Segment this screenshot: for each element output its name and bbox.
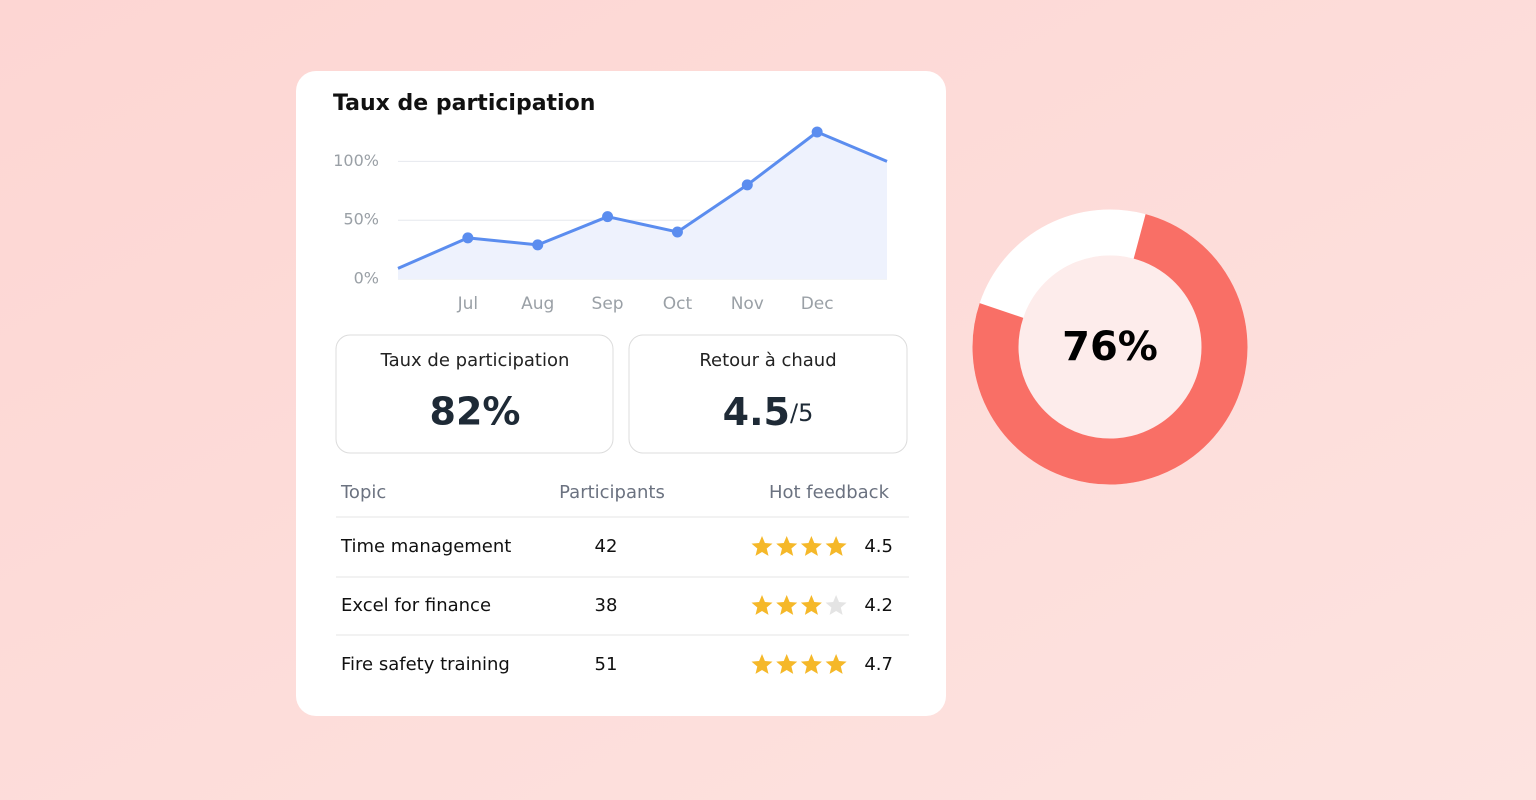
- table-header: Hot feedback: [769, 482, 890, 503]
- x-tick-label: Aug: [521, 294, 554, 314]
- cell-topic: Time management: [340, 536, 511, 557]
- area: [398, 132, 887, 279]
- x-tick-label: Nov: [731, 294, 764, 314]
- point: [741, 179, 753, 191]
- star: [825, 654, 847, 674]
- point: [602, 211, 614, 223]
- donut-label: 76%: [1062, 324, 1158, 370]
- cell-rating: 4.7: [864, 654, 893, 675]
- x-tick-label: Dec: [801, 294, 834, 314]
- stat-box: [628, 334, 908, 454]
- cell-participants: 38: [595, 595, 618, 616]
- stat-suffix: /5: [790, 399, 813, 427]
- donut-arc: [972, 214, 1248, 485]
- point: [671, 226, 683, 238]
- star: [776, 654, 798, 674]
- card-title: Taux de participation: [333, 91, 595, 116]
- x-tick-label: Jul: [457, 294, 479, 314]
- cell-participants: 51: [595, 654, 618, 675]
- y-tick-label: 0%: [354, 269, 379, 288]
- stat-label: Taux de participation: [380, 350, 570, 371]
- stat-value: 82%: [430, 390, 521, 434]
- star: [800, 595, 822, 615]
- x-tick-label: Oct: [663, 294, 693, 314]
- line: [397, 130, 888, 270]
- stat-value: 4.5: [723, 390, 790, 434]
- star: [776, 536, 798, 556]
- point: [532, 239, 544, 251]
- star: [825, 536, 847, 556]
- table-header: Topic: [340, 482, 386, 503]
- star: [800, 654, 822, 674]
- donut-center: [1018, 255, 1202, 439]
- star: [751, 536, 773, 556]
- cell-participants: 42: [595, 536, 618, 557]
- point: [462, 232, 474, 244]
- cell-topic: Fire safety training: [341, 654, 510, 675]
- table-header: Participants: [559, 482, 665, 503]
- stat-value-group: 4.5/5: [723, 390, 814, 434]
- cell-rating: 4.5: [864, 536, 893, 557]
- star: [751, 595, 773, 615]
- y-tick-label: 50%: [343, 210, 379, 229]
- y-tick-label: 100%: [333, 151, 379, 170]
- star: [825, 595, 847, 615]
- star: [751, 654, 773, 674]
- stat-box: [335, 334, 614, 454]
- star: [800, 536, 822, 556]
- stat-label: Retour à chaud: [699, 350, 836, 371]
- x-tick-label: Sep: [592, 294, 624, 314]
- cell-rating: 4.2: [864, 595, 893, 616]
- point: [811, 126, 823, 138]
- cell-topic: Excel for finance: [341, 595, 491, 616]
- star: [776, 595, 798, 615]
